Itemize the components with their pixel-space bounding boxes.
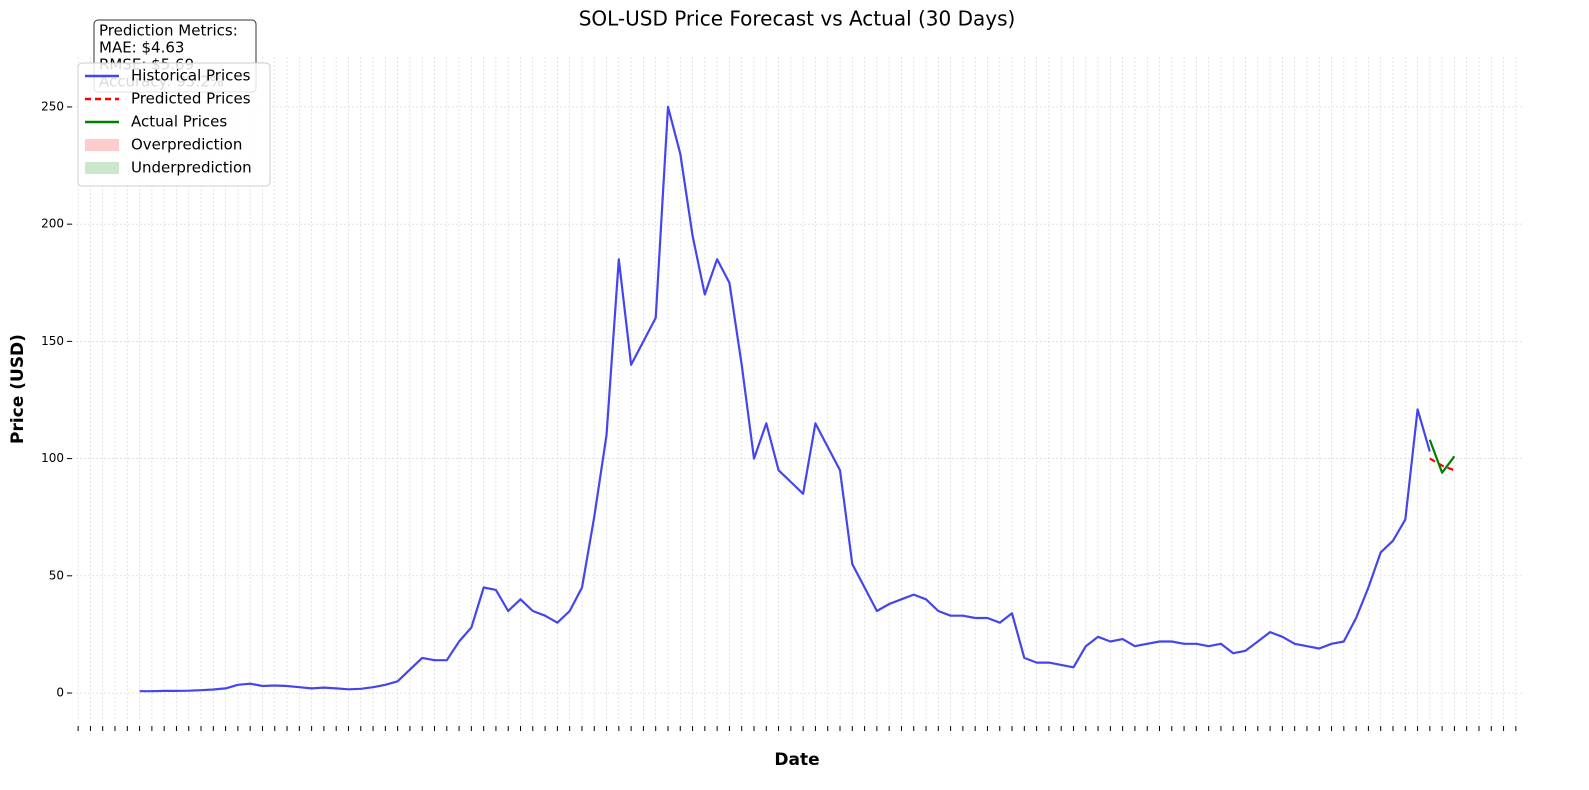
series-line [1428, 439, 1456, 474]
legend-label: Actual Prices [131, 113, 227, 131]
legend-label: Predicted Prices [131, 90, 251, 108]
y-tick-label: 250 [41, 99, 64, 113]
series-line [139, 105, 1431, 693]
y-tick-label: 0 [56, 686, 64, 700]
chart-title: SOL-USD Price Forecast vs Actual (30 Day… [579, 7, 1016, 31]
y-tick-label: 100 [41, 451, 64, 465]
overlay: Prediction Metrics:MAE: $4.63RMSE: $5.69… [77, 19, 271, 187]
legend-label: Overprediction [131, 136, 242, 154]
y-axis-label: Price (USD) [8, 334, 28, 444]
legend-patch [85, 162, 119, 174]
series-line [1429, 457, 1455, 472]
y-tick-label: 200 [41, 217, 64, 231]
annotation-text: Prediction Metrics: [99, 22, 238, 40]
legend-patch [85, 139, 119, 151]
legend-box [77, 62, 271, 187]
plot-area [139, 105, 1456, 693]
legend-label: Underprediction [131, 159, 252, 177]
y-tick-label: 150 [41, 334, 64, 348]
y-tick-label: 50 [49, 568, 64, 582]
legend-label: Historical Prices [131, 67, 251, 85]
annotation-text: MAE: $4.63 [99, 39, 184, 57]
x-axis-label: Date [774, 750, 819, 770]
